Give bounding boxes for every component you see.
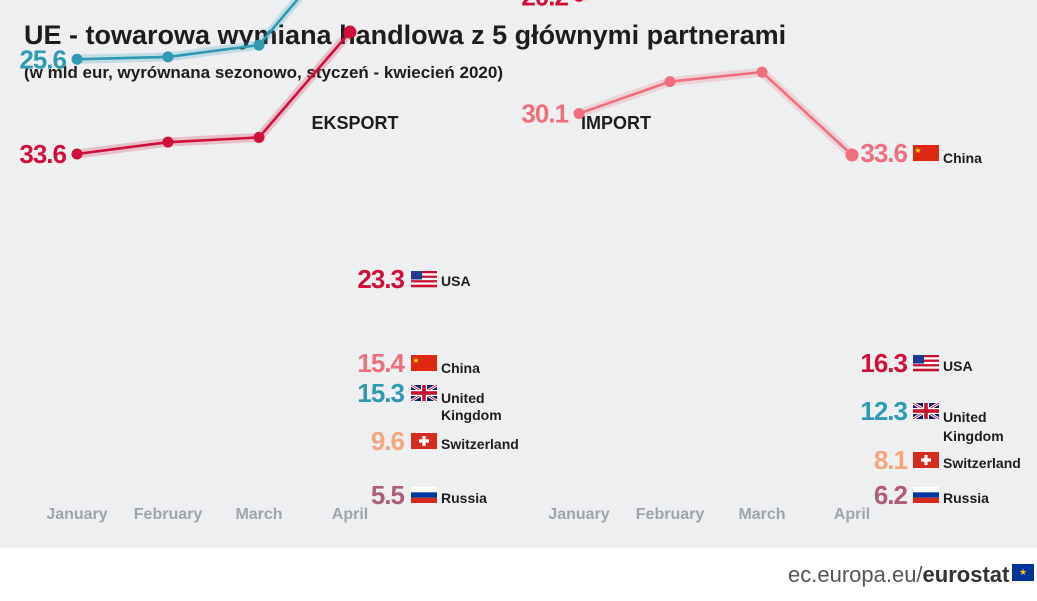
series-line	[76, 0, 299, 61]
svg-text:★: ★	[412, 356, 419, 365]
footer-domain: ec.europa.eu/	[788, 562, 923, 587]
eu-flag-icon: ★	[1012, 564, 1034, 581]
series-name-label: China	[441, 360, 480, 376]
footer-brand: eurostat	[922, 562, 1010, 587]
swiss-flag-icon	[411, 433, 437, 449]
data-label-last: 9.6	[371, 426, 405, 456]
chart-eksport: EKSPORT January February March April 33.6 23.3…	[19, 0, 519, 523]
russia-flag-icon	[411, 487, 437, 503]
china-flag-icon: ★	[411, 355, 437, 371]
data-point	[574, 0, 584, 2]
series-name-label: China	[943, 150, 982, 166]
data-label-first: 30.1	[521, 99, 568, 129]
x-tick-label: April	[834, 506, 870, 523]
data-label-last: 23.3	[357, 264, 404, 294]
series-name-label: USA	[441, 273, 471, 289]
x-tick-label: January	[46, 506, 107, 523]
series-name-label: USA	[943, 358, 973, 374]
x-tick-label: February	[134, 506, 203, 523]
chart-title-eksport: EKSPORT	[311, 113, 398, 133]
data-label-last: 6.2	[874, 480, 908, 510]
data-point	[664, 76, 676, 88]
chart-import: IMPORT January February March April 30.1 33.6 ★…	[521, 0, 1021, 523]
data-point	[845, 148, 859, 162]
series-china: 30.1 33.6 ★ China	[521, 66, 982, 168]
series-name-label: United	[943, 409, 987, 425]
data-label-last: 15.4	[357, 348, 405, 378]
data-label-first: 25.6	[19, 44, 66, 74]
data-label-last: 16.3	[860, 348, 907, 378]
x-tick-label: March	[235, 506, 282, 523]
china-flag-icon: ★	[913, 145, 939, 161]
x-tick-label: March	[738, 506, 785, 523]
series-name-label: Russia	[943, 490, 989, 506]
uk-flag-icon	[912, 401, 940, 421]
series-name-label: Kingdom	[441, 407, 502, 423]
series-line	[578, 70, 853, 156]
data-label-last: 33.6	[860, 138, 907, 168]
series-name-label: United	[441, 390, 485, 406]
data-label-first: 20.2	[521, 0, 568, 11]
data-point	[162, 51, 174, 63]
data-point	[573, 108, 585, 120]
data-point	[343, 25, 357, 39]
data-point	[756, 66, 768, 78]
russia-flag-icon	[913, 487, 939, 503]
chart-title-import: IMPORT	[581, 113, 651, 133]
data-label-last: 12.3	[860, 396, 907, 426]
svg-text:★: ★	[914, 146, 921, 155]
uk-flag-icon	[410, 383, 438, 403]
chart-subtitle: (w mld eur, wyrównana sezonowo, styczeń …	[24, 63, 503, 82]
data-point	[162, 136, 174, 148]
series-name-label: Kingdom	[943, 428, 1004, 444]
data-label-last: 15.3	[357, 378, 404, 408]
data-label-first: 33.6	[19, 139, 66, 169]
data-point	[253, 39, 265, 51]
series-usa: 33.6 23.3 USA	[19, 25, 471, 294]
series-name-label: Russia	[441, 490, 487, 506]
series-china: 16.415.4★China	[357, 348, 480, 378]
us-flag-icon	[411, 271, 437, 288]
x-tick-label: January	[548, 506, 609, 523]
chart-title: UE - towarowa wymiana handlowa z 5 główn…	[24, 20, 787, 50]
data-point	[71, 148, 83, 160]
data-label-last: 5.5	[371, 480, 405, 510]
data-point	[253, 131, 265, 143]
series-usa: 20.2 16.3 USA	[521, 0, 973, 378]
series-name-label: Switzerland	[441, 436, 519, 452]
series-name-label: Switzerland	[943, 455, 1021, 471]
footer-source[interactable]: ec.europa.eu/eurostat	[788, 562, 1009, 588]
series-line	[76, 31, 351, 156]
us-flag-icon	[913, 355, 939, 372]
x-tick-label: April	[332, 506, 368, 523]
line-charts: EKSPORT January February March April 33.6 23.3…	[19, 0, 1021, 523]
data-point	[71, 53, 83, 65]
x-tick-label: February	[636, 506, 705, 523]
chart-panel	[0, 0, 1037, 548]
data-label-last: 8.1	[874, 445, 908, 475]
swiss-flag-icon	[913, 452, 939, 468]
